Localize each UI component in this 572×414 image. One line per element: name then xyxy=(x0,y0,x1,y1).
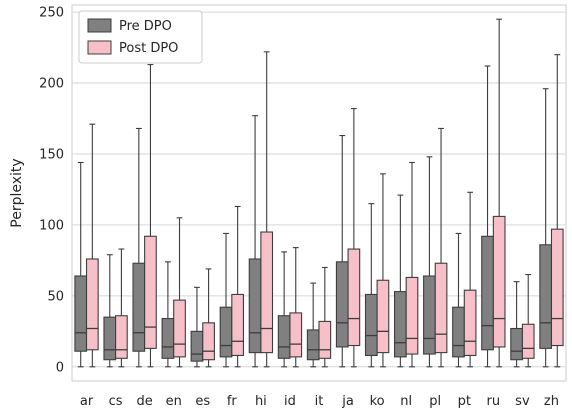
legend: Pre DPO Post DPO xyxy=(78,10,203,64)
box-iqr xyxy=(115,315,128,359)
box-iqr xyxy=(85,258,99,351)
y-tick-label-50: 50 xyxy=(47,289,64,304)
box-post-dpo-ja xyxy=(347,108,361,368)
x-tick-label-ar: ar xyxy=(80,394,94,409)
x-tick-label-en: en xyxy=(166,394,182,409)
box-post-dpo-ar xyxy=(85,123,99,368)
box-pre-dpo-pt xyxy=(452,232,465,368)
box-pre-dpo-zh xyxy=(539,88,553,368)
box-iqr xyxy=(335,261,349,348)
box-iqr xyxy=(394,291,407,358)
x-tick-label-pl: pl xyxy=(429,394,441,409)
box-iqr xyxy=(161,318,175,359)
box-iqr xyxy=(510,327,523,361)
box-iqr xyxy=(306,329,320,361)
box-pre-dpo-ar xyxy=(74,161,88,368)
box-iqr xyxy=(132,262,146,352)
legend-label-post-dpo: Post DPO xyxy=(119,41,178,56)
box-pre-dpo-it xyxy=(306,282,320,368)
box-pre-dpo-en xyxy=(161,261,175,368)
x-tick-label-fr: fr xyxy=(227,394,238,409)
box-iqr xyxy=(452,306,465,358)
box-iqr xyxy=(231,293,244,357)
box-post-dpo-ru xyxy=(492,18,506,368)
x-tick-label-ko: ko xyxy=(370,394,385,409)
x-tick-label-zh: zh xyxy=(544,394,559,409)
box-iqr xyxy=(463,289,477,357)
box-post-dpo-pt xyxy=(463,191,477,368)
x-tick-label-ja: ja xyxy=(341,394,354,409)
boxes xyxy=(74,18,564,368)
box-iqr xyxy=(289,312,303,358)
box-post-dpo-cs xyxy=(115,248,128,368)
x-axis-ticks: ar cs de en es fr hi id it ja ko nl pl pt ru sv zh xyxy=(80,394,559,409)
x-tick-label-ru: ru xyxy=(487,394,501,409)
box-iqr xyxy=(277,315,291,359)
y-axis-label: Perplexity xyxy=(9,158,25,227)
x-tick-label-cs: cs xyxy=(109,394,123,409)
box-iqr xyxy=(539,244,553,349)
box-iqr xyxy=(521,323,535,359)
y-tick-label-0: 0 xyxy=(56,360,64,375)
y-tick-label-150: 150 xyxy=(39,147,64,162)
box-post-dpo-en xyxy=(173,217,186,368)
x-tick-label-es: es xyxy=(195,394,210,409)
x-tick-label-hi: hi xyxy=(255,394,267,409)
box-post-dpo-es xyxy=(202,268,215,368)
x-tick-label-pt: pt xyxy=(458,394,471,409)
box-post-dpo-de xyxy=(144,64,157,368)
box-pre-dpo-fr xyxy=(219,232,233,368)
x-tick-label-it: it xyxy=(315,394,324,409)
box-iqr xyxy=(219,306,233,358)
y-axis-ticks: 0 50 100 150 200 250 xyxy=(39,6,64,376)
box-iqr xyxy=(481,235,494,351)
x-tick-label-sv: sv xyxy=(515,394,530,409)
box-post-dpo-zh xyxy=(550,54,564,368)
box-pre-dpo-nl xyxy=(394,194,407,368)
box-post-dpo-fr xyxy=(231,205,244,368)
box-iqr xyxy=(260,231,274,354)
box-iqr xyxy=(144,235,157,349)
box-post-dpo-id xyxy=(289,247,303,368)
box-iqr xyxy=(364,293,378,357)
box-iqr xyxy=(248,258,262,354)
box-post-dpo-hi xyxy=(260,51,274,368)
box-post-dpo-it xyxy=(318,266,332,368)
x-tick-label-id: id xyxy=(284,394,296,409)
box-iqr xyxy=(103,316,117,361)
x-tick-label-nl: nl xyxy=(400,394,412,409)
legend-swatch-pre-dpo xyxy=(87,18,112,33)
x-tick-label-de: de xyxy=(137,394,153,409)
box-post-dpo-ko xyxy=(376,173,390,368)
box-iqr xyxy=(190,330,204,362)
y-tick-label-200: 200 xyxy=(39,77,64,92)
box-iqr xyxy=(347,248,361,347)
box-iqr xyxy=(202,322,215,361)
box-iqr xyxy=(173,299,186,358)
box-post-dpo-nl xyxy=(405,161,419,368)
box-iqr xyxy=(74,275,88,352)
box-iqr xyxy=(376,279,390,354)
y-tick-label-250: 250 xyxy=(39,6,64,21)
box-iqr xyxy=(492,215,506,348)
box-post-dpo-pl xyxy=(434,127,448,368)
box-iqr xyxy=(318,320,332,359)
box-post-dpo-sv xyxy=(521,274,535,368)
box-iqr xyxy=(550,228,564,347)
box-iqr xyxy=(405,276,419,355)
box-pre-dpo-hi xyxy=(248,115,262,368)
box-iqr xyxy=(423,275,436,355)
legend-label-pre-dpo: Pre DPO xyxy=(119,19,172,34)
box-pre-dpo-es xyxy=(190,286,204,368)
box-iqr xyxy=(434,262,448,354)
y-tick-label-100: 100 xyxy=(39,218,64,233)
legend-swatch-post-dpo xyxy=(87,40,112,55)
